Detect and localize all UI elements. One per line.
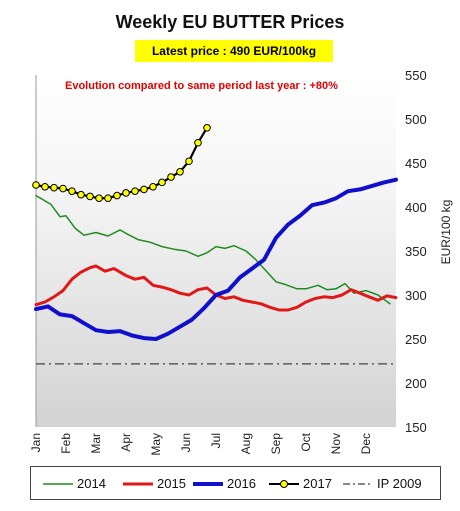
x-tick-label: Nov xyxy=(329,433,343,454)
y-tick-label: 500 xyxy=(405,112,427,127)
series-point-2017 xyxy=(104,194,112,202)
series-point-2017 xyxy=(167,173,175,181)
series-point-2017 xyxy=(194,138,202,147)
legend-label-ip2009: IP 2009 xyxy=(377,476,422,491)
x-tick-label: Sep xyxy=(269,433,283,455)
comparison-annotation: Evolution compared to same period last y… xyxy=(65,80,338,92)
series-point-2017 xyxy=(158,178,166,187)
x-tick-label: Mar xyxy=(89,433,103,454)
series-point-2017 xyxy=(140,185,148,194)
latest-price-badge: Latest price : 490 EUR/100kg xyxy=(135,40,333,62)
chart-plot: 550 500 450 400 350 300 250 200 150 Jan Feb Mar Apr… xyxy=(29,68,453,456)
series-point-2017 xyxy=(32,181,40,189)
series-point-2017 xyxy=(176,168,184,176)
y-tick-label: 200 xyxy=(405,376,427,391)
plot-background xyxy=(36,75,396,427)
y-tick-label: 550 xyxy=(405,68,427,83)
legend-label-2014: 2014 xyxy=(77,476,106,491)
legend-label-2016: 2016 xyxy=(227,476,256,491)
series-point-2017 xyxy=(41,182,49,191)
x-tick-label: Jan xyxy=(29,433,43,452)
series-point-2017 xyxy=(122,189,130,197)
x-tick-label: Aug xyxy=(239,433,253,454)
series-point-2017 xyxy=(77,190,85,199)
y-axis-ticks: 550 500 450 400 350 300 250 200 150 xyxy=(405,68,427,435)
x-tick-label: Feb xyxy=(59,433,73,454)
y-axis-label: EUR/100 kg xyxy=(439,200,453,265)
y-tick-label: 300 xyxy=(405,288,427,303)
series-point-2017 xyxy=(50,183,58,192)
legend-label-2017: 2017 xyxy=(303,476,332,491)
y-tick-label: 350 xyxy=(405,244,427,259)
series-point-2017 xyxy=(95,194,103,202)
legend-label-2015: 2015 xyxy=(157,476,186,491)
series-point-2017 xyxy=(131,187,139,195)
series-point-2017 xyxy=(113,191,121,200)
y-tick-label: 400 xyxy=(405,200,427,215)
x-tick-label: Jun xyxy=(179,433,193,452)
x-tick-label: Dec xyxy=(359,433,373,454)
series-point-2017 xyxy=(203,124,211,132)
y-tick-label: 250 xyxy=(405,332,427,347)
y-tick-label: 450 xyxy=(405,156,427,171)
series-point-2017 xyxy=(149,182,157,191)
series-point-2017 xyxy=(68,187,76,195)
series-line-2014 xyxy=(35,194,391,305)
x-tick-label: Oct xyxy=(299,432,313,451)
x-tick-label: Jul xyxy=(209,433,223,448)
y-tick-label: 150 xyxy=(405,420,427,435)
series-point-2017 xyxy=(59,184,67,193)
series-line-2016 xyxy=(34,177,398,341)
chart-title: Weekly EU BUTTER Prices xyxy=(115,12,345,32)
chart-legend: 2014 2015 2016 2017 IP 2009 xyxy=(30,466,441,500)
x-tick-label: Apr xyxy=(119,433,133,452)
series-point-2017 xyxy=(185,157,193,166)
x-axis-ticks: Jan Feb Mar Apr May Jun Jul Aug Sep Oct Nov Dec xyxy=(29,432,373,455)
x-tick-label: May xyxy=(149,433,163,456)
series-point-2017 xyxy=(86,192,94,201)
